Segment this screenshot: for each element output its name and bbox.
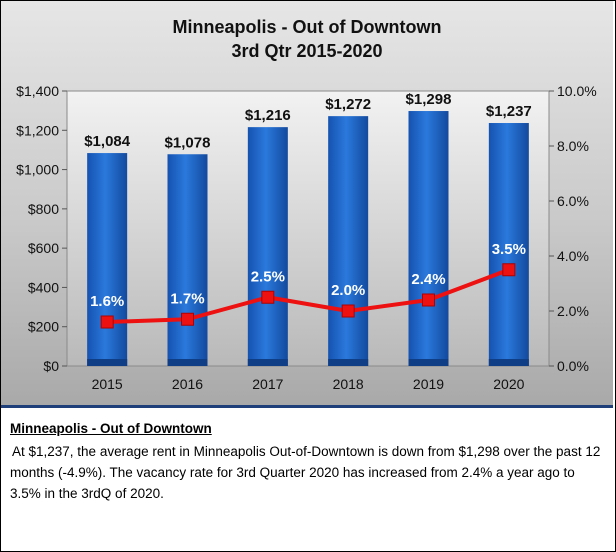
left-axis-tick-label: $800 (28, 201, 59, 217)
bar (408, 111, 449, 367)
vacancy-point (181, 312, 194, 326)
vacancy-data-label: 2.0% (331, 282, 365, 299)
left-axis-tick-label: $1,200 (16, 122, 59, 138)
bar-base-shadow (408, 359, 449, 366)
right-axis-tick-label: 4.0% (557, 248, 589, 264)
bar-data-label: $1,078 (165, 134, 211, 151)
chart-panel: Minneapolis - Out of Downtown 3rd Qtr 20… (1, 1, 613, 408)
left-axis-tick-label: $600 (28, 240, 59, 256)
bar-base-shadow (488, 359, 529, 366)
bar (247, 127, 288, 367)
bar-data-label: $1,216 (245, 107, 291, 124)
bar-data-label: $1,298 (406, 91, 452, 108)
bar-base-shadow (247, 359, 288, 366)
right-axis-tick-label: 2.0% (557, 303, 589, 319)
x-axis-tick-label: 2018 (333, 376, 364, 392)
x-axis-tick-label: 2016 (172, 376, 203, 392)
plot-area (66, 90, 550, 367)
caption-body: At $1,237, the average rent in Minneapol… (10, 444, 601, 501)
vacancy-data-label: 2.5% (251, 268, 285, 285)
caption-box: Minneapolis - Out of Downtown At $1,237,… (10, 418, 606, 504)
chart-subtitle: 3rd Qtr 2015-2020 (231, 41, 383, 61)
left-axis-tick-label: $200 (28, 319, 59, 335)
bar-base-shadow (87, 359, 128, 366)
left-axis-tick-label: $400 (28, 279, 59, 295)
bar-data-label: $1,237 (486, 103, 532, 120)
vacancy-point (502, 263, 516, 277)
bar-data-label: $1,272 (325, 96, 371, 113)
left-axis-tick-label: $0 (43, 358, 59, 374)
x-axis-tick-label: 2019 (413, 376, 444, 392)
bar (328, 116, 369, 367)
vacancy-point (422, 293, 435, 307)
vacancy-data-label: 1.6% (90, 293, 124, 310)
chart-title: Minneapolis - Out of Downtown (172, 17, 442, 37)
vacancy-data-label: 1.7% (170, 290, 204, 307)
chart-canvas: $0 $200 $400 $600 $800 $1,000 $1,200 $1,400 0.0%… (16, 83, 597, 392)
left-axis-tick-label: $1,000 (16, 162, 59, 178)
vacancy-data-label: 2.4% (411, 271, 445, 288)
right-axis-tick-label: 6.0% (557, 193, 589, 209)
bar (488, 123, 529, 367)
x-axis-tick-label: 2017 (252, 376, 283, 392)
vacancy-point (261, 290, 275, 304)
right-axis-tick-label: 0.0% (557, 358, 589, 374)
right-axis-tick-label: 8.0% (557, 138, 589, 154)
x-axis-tick-label: 2020 (493, 376, 524, 392)
vacancy-point (100, 315, 114, 329)
right-axis-tick-label: 10.0% (557, 83, 597, 99)
bar (167, 154, 208, 366)
vacancy-data-label: 3.5% (492, 241, 526, 258)
x-axis-tick-label: 2015 (92, 376, 123, 392)
vacancy-line (107, 267, 510, 324)
vacancy-point (341, 304, 355, 318)
bar (87, 153, 128, 366)
caption-title: Minneapolis - Out of Downtown (10, 421, 212, 436)
bar-data-label: $1,084 (84, 133, 131, 150)
left-axis-tick-label: $1,400 (16, 83, 59, 99)
bar-base-shadow (167, 359, 208, 366)
bar-base-shadow (328, 359, 369, 366)
